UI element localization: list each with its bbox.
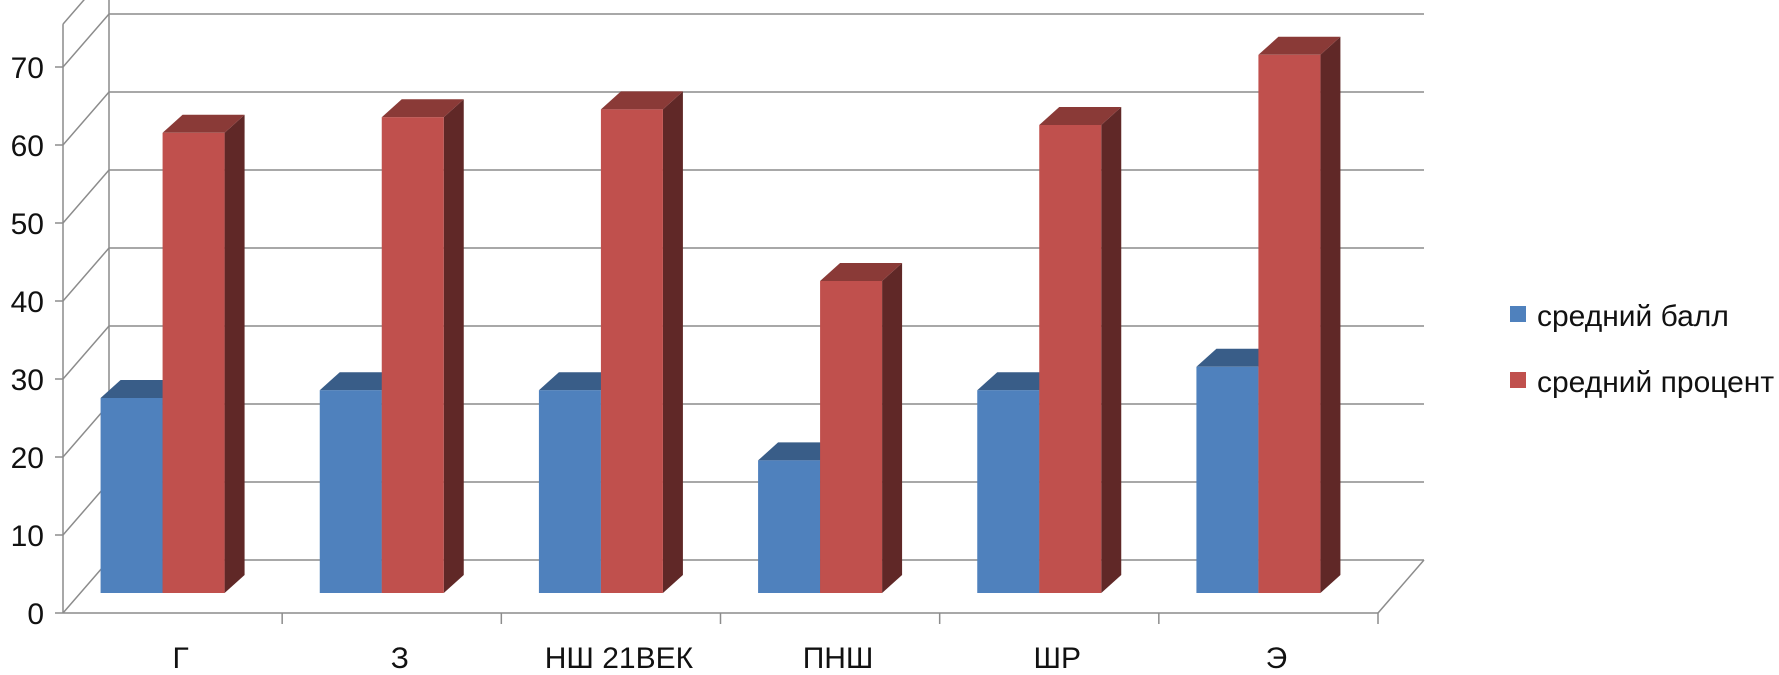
bar-front <box>100 398 163 593</box>
y-tick-label: 60 <box>11 130 44 163</box>
x-category-label: Г <box>172 642 188 675</box>
bar-side <box>224 114 245 594</box>
gridline <box>62 247 1424 302</box>
gridline-top <box>62 0 85 25</box>
bar-top <box>381 99 464 118</box>
bar-top <box>1258 36 1341 55</box>
bar-front <box>820 281 883 593</box>
bar-front <box>319 390 382 593</box>
x-category-label: З <box>391 642 409 675</box>
bar <box>600 91 683 594</box>
bar-top <box>162 114 245 133</box>
bar-front <box>758 460 821 593</box>
bar <box>162 114 245 594</box>
bar-top <box>319 372 402 391</box>
bar-front <box>381 117 444 593</box>
bar-side <box>662 91 683 594</box>
y-tick-label: 10 <box>11 520 44 553</box>
y-tick-label: 70 <box>11 52 44 85</box>
bar-top <box>600 91 683 110</box>
floor-right-edge <box>1377 559 1425 614</box>
bar-front <box>1039 125 1102 593</box>
bars <box>100 36 1341 594</box>
y-tick-label: 50 <box>11 208 44 241</box>
gridline <box>62 169 1424 224</box>
bar-side <box>1320 36 1341 594</box>
bar-top <box>538 372 621 391</box>
x-category-label: ШР <box>1033 642 1081 675</box>
bar-top <box>1039 107 1122 125</box>
gridline <box>62 13 1424 68</box>
legend-label: средний процент <box>1537 366 1774 399</box>
bar <box>1039 107 1122 593</box>
y-tick-label: 20 <box>11 442 44 475</box>
bar-front <box>162 132 225 594</box>
y-axis-ticks: 0 10 20 30 40 50 60 70 <box>11 52 63 631</box>
bar-front <box>538 390 601 593</box>
y-tick-label: 30 <box>11 364 44 397</box>
bar-side <box>1101 107 1122 593</box>
bar-front <box>977 390 1040 593</box>
y-tick-label: 40 <box>11 286 44 319</box>
legend-swatch <box>1510 372 1526 388</box>
gridline <box>62 325 1424 380</box>
bar-front <box>1258 54 1321 594</box>
x-category-label: Э <box>1266 642 1288 675</box>
bar <box>381 99 464 593</box>
legend: средний балл средний процент <box>1510 300 1774 399</box>
y-tick-label: 0 <box>27 598 44 631</box>
bar-top <box>977 372 1060 391</box>
bar-front <box>600 109 663 594</box>
x-axis-labels: Г З НШ 21ВЕК ПНШ ШР Э <box>172 642 1287 675</box>
bar-top <box>820 263 903 281</box>
bar-side <box>882 263 903 593</box>
bar-front <box>1196 366 1259 593</box>
legend-label: средний балл <box>1537 300 1729 333</box>
legend-swatch <box>1510 306 1526 322</box>
bar-top <box>100 380 183 398</box>
bar-top <box>1196 348 1279 367</box>
bar-side <box>443 99 464 593</box>
bar <box>820 263 903 593</box>
bar-top <box>758 442 841 461</box>
x-category-label: ПНШ <box>803 642 874 675</box>
gridline <box>62 91 1424 146</box>
bar <box>1258 36 1341 594</box>
x-category-label: НШ 21ВЕК <box>545 642 694 675</box>
